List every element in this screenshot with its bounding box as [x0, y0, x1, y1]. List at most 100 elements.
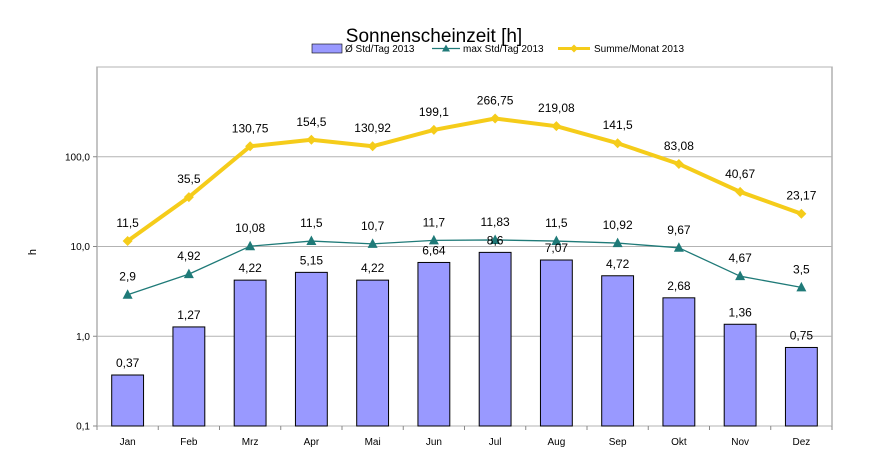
legend-label-avg: Ø Std/Tag 2013: [345, 44, 415, 55]
sum-data-label: 219,08: [538, 101, 575, 115]
sum-data-label: 23,17: [786, 189, 816, 203]
bar: [601, 275, 635, 427]
x-tick-label: Feb: [180, 437, 198, 448]
legend-label-sum: Summe/Monat 2013: [594, 44, 684, 55]
sum-point: [306, 134, 317, 145]
sum-point: [367, 141, 378, 152]
bar-data-label: 4,22: [238, 261, 262, 275]
y-tick-label: 0,1: [76, 422, 90, 433]
bar-data-label: 0,75: [790, 328, 814, 342]
bar-series: [111, 251, 818, 427]
bar-data-label: 1,27: [177, 308, 201, 322]
x-tick-label: Dez: [792, 437, 810, 448]
sum-point: [551, 121, 562, 132]
max-data-label: 10,08: [235, 221, 265, 235]
max-point: [122, 289, 133, 299]
sum-data-label: 130,75: [232, 121, 269, 135]
max-data-label: 11,7: [423, 215, 446, 229]
y-axis: 0,1 1,0 10,0 100,0: [65, 152, 97, 433]
sum-data-label: 154,5: [296, 115, 326, 129]
sum-point: [735, 186, 746, 197]
bar: [294, 271, 328, 427]
max-point: [673, 242, 684, 252]
x-tick-label: Nov: [731, 437, 749, 448]
max-point: [796, 281, 807, 292]
bar: [172, 326, 206, 427]
bar: [723, 323, 757, 427]
x-tick-label: Jul: [489, 437, 502, 448]
bar-data-label: 0,37: [116, 356, 140, 370]
x-tick-label: Mai: [365, 437, 381, 448]
bar-data-label: 2,68: [667, 279, 691, 293]
bar-data-label: 1,36: [728, 305, 752, 319]
legend-marker-max: [442, 44, 450, 52]
sum-data-label: 83,08: [664, 139, 694, 153]
chart-title: Sonnenscheinzeit [h]: [346, 26, 522, 47]
sum-point: [245, 141, 256, 152]
max-data-label: 4,67: [728, 251, 752, 265]
sum-point: [490, 113, 501, 124]
bar: [478, 251, 512, 427]
sum-data-label: 141,5: [603, 118, 633, 132]
bar: [233, 279, 267, 427]
legend-marker-sum: [570, 44, 578, 53]
max-point: [306, 235, 317, 246]
legend-label-max: max Std/Tag 2013: [463, 44, 544, 55]
max-data-label: 10,7: [361, 219, 385, 233]
bar-data-label: 4,72: [606, 257, 630, 271]
max-data-label: 11,5: [300, 216, 323, 230]
max-line: [127, 239, 802, 296]
bar-data-label: 8,6: [487, 233, 504, 247]
legend-swatch-avg: [311, 43, 343, 54]
x-tick-label: Aug: [547, 437, 565, 448]
max-data-label: 11,5: [545, 216, 568, 230]
y-tick-label: 1,0: [76, 332, 90, 343]
x-tick-label: Okt: [671, 437, 687, 448]
max-point: [490, 234, 501, 244]
max-point: [551, 235, 562, 246]
bar-data-label: 6,64: [422, 243, 446, 257]
x-tick-label: Jan: [120, 437, 136, 448]
sum-point: [428, 124, 439, 135]
bar: [111, 374, 145, 427]
line-series: [122, 113, 807, 299]
sum-data-label: 40,67: [725, 167, 755, 181]
bar: [356, 279, 390, 427]
bar: [539, 259, 573, 427]
legend-item-sum: Summe/Monat 2013: [558, 44, 684, 55]
max-data-label: 9,67: [667, 223, 691, 237]
x-tick-label: Sep: [609, 437, 627, 448]
sum-data-label: 35,5: [177, 172, 201, 186]
max-point: [612, 237, 623, 248]
legend: Ø Std/Tag 2013 max Std/Tag 2013 Summe/Mo…: [311, 43, 684, 55]
max-data-label: 10,92: [603, 218, 633, 232]
sum-point: [122, 236, 133, 247]
x-axis: Jan Feb Mrz Apr Mai Jun Jul Aug Sep Okt Nov Dez: [96, 426, 833, 448]
bar: [662, 297, 696, 427]
max-point: [367, 238, 378, 248]
sum-data-label: 266,75: [477, 94, 514, 108]
max-point: [245, 240, 256, 251]
max-data-label: 11,83: [481, 215, 510, 229]
sum-data-label: 11,5: [116, 216, 139, 230]
sum-point: [673, 158, 684, 169]
y-tick-label: 100,0: [65, 152, 90, 163]
sum-point: [796, 208, 807, 219]
max-point: [428, 234, 439, 245]
data-labels: 0,37 1,27 4,22 5,15 4,22 6,64 8,6 7,07 4,72 2,68 1…: [116, 94, 817, 370]
x-tick-label: Mrz: [242, 437, 259, 448]
max-data-label: 4,92: [177, 249, 201, 263]
sum-line: [126, 116, 803, 243]
sum-point: [612, 138, 623, 149]
bar-data-label: 5,15: [300, 253, 324, 267]
legend-item-max: max Std/Tag 2013: [432, 44, 544, 55]
max-point: [183, 268, 194, 279]
bar-data-label: 4,22: [361, 261, 385, 275]
max-data-label: 3,5: [793, 262, 810, 276]
legend-item-avg: Ø Std/Tag 2013: [311, 43, 415, 55]
x-tick-label: Jun: [426, 437, 442, 448]
sum-data-label: 130,92: [354, 121, 391, 135]
sum-data-label: 199,1: [419, 105, 449, 119]
